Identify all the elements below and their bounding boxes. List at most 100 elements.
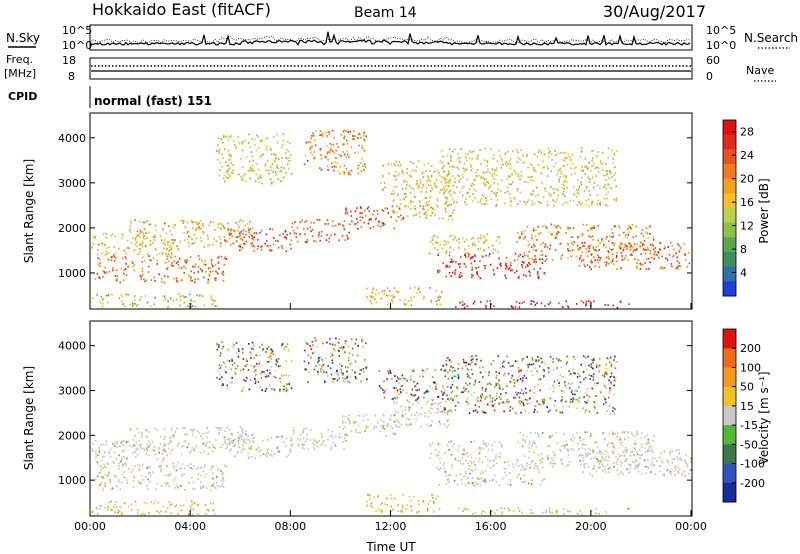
power-cell	[597, 254, 599, 256]
velocity-cell	[448, 480, 450, 483]
power-cell	[527, 176, 530, 179]
power-cell	[564, 195, 566, 198]
power-cell	[652, 244, 654, 247]
velocity-cell	[170, 512, 173, 515]
power-cell	[644, 247, 646, 250]
power-cell	[513, 169, 516, 172]
power-cell	[472, 236, 474, 239]
power-cell	[247, 169, 250, 172]
velocity-cell	[564, 384, 566, 387]
velocity-cell	[486, 464, 489, 467]
velocity-cell	[391, 432, 394, 435]
velocity-cell	[582, 371, 585, 373]
freq-tick-top: 18	[62, 54, 76, 67]
power-cell	[170, 253, 173, 256]
velocity-cell	[226, 426, 228, 429]
velocity-cell	[337, 348, 339, 351]
power-cell	[485, 254, 487, 257]
power-cell	[521, 302, 524, 304]
velocity-cell	[168, 447, 170, 450]
power-cell	[254, 180, 257, 183]
velocity-cell	[134, 451, 136, 453]
power-cell	[463, 306, 466, 309]
velocity-cell	[603, 375, 606, 378]
velocity-cell	[678, 467, 681, 470]
velocity-cell	[283, 388, 286, 391]
power-cell	[558, 180, 561, 183]
velocity-cell	[246, 360, 249, 363]
power-cell	[551, 158, 553, 161]
power-cell	[276, 164, 278, 167]
power-cell	[446, 154, 449, 157]
power-cell	[324, 223, 327, 226]
velocity-cell	[538, 471, 540, 474]
velocity-cell	[532, 511, 535, 514]
velocity-cell	[541, 458, 544, 461]
power-cell	[164, 243, 166, 246]
power-cell	[469, 188, 471, 191]
power-cell	[127, 247, 129, 249]
velocity-cell	[212, 477, 214, 480]
velocity-cell	[399, 388, 402, 391]
power-cell	[531, 200, 534, 203]
power-cell	[369, 295, 372, 298]
power-cell	[398, 172, 400, 175]
power-cell	[636, 267, 638, 270]
power-cell	[463, 262, 466, 265]
power-cell	[94, 236, 96, 238]
velocity-cell	[634, 465, 637, 468]
velocity-cell	[531, 460, 533, 463]
power-cell	[449, 157, 452, 159]
power-cell	[650, 256, 653, 259]
velocity-cell	[109, 481, 111, 483]
power-cell	[430, 206, 432, 209]
velocity-cell	[514, 391, 517, 394]
power-cell	[238, 173, 241, 176]
power-cell	[330, 148, 332, 151]
velocity-cell	[537, 468, 539, 470]
power-cell	[482, 171, 485, 174]
power-cell	[127, 265, 129, 268]
power-cell	[343, 135, 346, 138]
velocity-cell	[533, 408, 536, 411]
velocity-cell	[373, 427, 375, 430]
power-cell	[675, 252, 677, 255]
velocity-cell	[570, 391, 573, 394]
power-cell	[565, 180, 568, 183]
power-cell	[588, 250, 590, 253]
velocity-cell	[400, 386, 402, 389]
velocity-cell	[440, 401, 442, 404]
power-cell	[605, 187, 608, 190]
velocity-cell	[438, 420, 441, 423]
velocity-cell	[124, 477, 126, 479]
power-cell	[223, 263, 226, 266]
power-cell	[495, 174, 498, 177]
velocity-cell	[91, 448, 93, 450]
velocity-cell	[631, 433, 634, 436]
power-cell	[565, 152, 567, 154]
power-cell	[418, 160, 420, 163]
power-cell	[342, 143, 345, 146]
velocity-cell	[161, 460, 164, 463]
power-cell	[612, 157, 615, 160]
power-cell	[445, 242, 447, 245]
power-cell	[161, 252, 164, 255]
velocity-cell	[552, 358, 554, 361]
power-cell	[172, 299, 175, 302]
velocity-cell	[383, 414, 385, 417]
power-cell	[542, 241, 544, 244]
velocity-cell	[647, 449, 649, 452]
velocity-cell	[526, 462, 529, 464]
velocity-cell	[240, 426, 243, 429]
power-cell	[222, 136, 225, 138]
power-cell	[285, 237, 288, 240]
power-cell	[96, 293, 98, 296]
power-cell	[422, 176, 425, 178]
power-cell	[569, 226, 571, 229]
velocity-cell	[170, 449, 173, 452]
power-cell	[432, 234, 435, 237]
power-cell	[217, 137, 220, 140]
power-cell	[207, 237, 209, 240]
velocity-cell	[311, 340, 314, 343]
velocity-cell	[145, 448, 148, 450]
